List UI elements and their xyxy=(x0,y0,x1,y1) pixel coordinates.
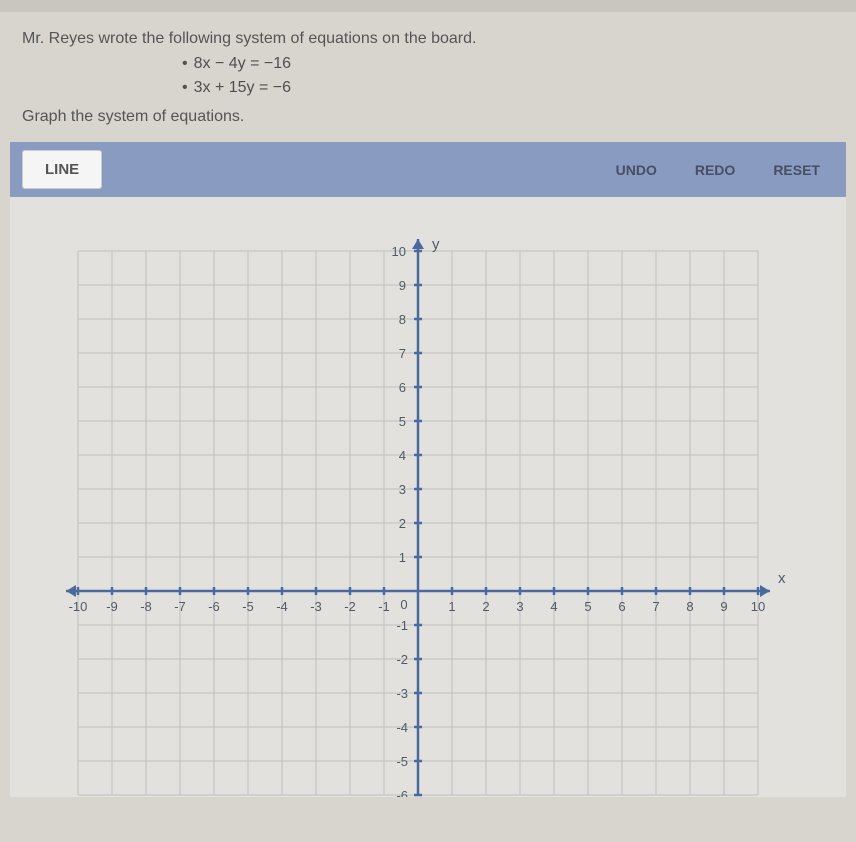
svg-text:3: 3 xyxy=(399,482,406,497)
redo-button[interactable]: REDO xyxy=(681,156,749,184)
svg-text:-4: -4 xyxy=(276,599,288,614)
svg-text:-7: -7 xyxy=(174,599,186,614)
svg-text:-4: -4 xyxy=(396,720,408,735)
svg-text:10: 10 xyxy=(392,244,406,259)
svg-text:x: x xyxy=(778,570,786,587)
question-prompt: Mr. Reyes wrote the following system of … xyxy=(22,30,834,48)
undo-button[interactable]: UNDO xyxy=(602,156,671,184)
svg-text:5: 5 xyxy=(399,414,406,429)
svg-text:-1: -1 xyxy=(396,618,408,633)
svg-text:0: 0 xyxy=(400,597,407,612)
svg-text:-6: -6 xyxy=(396,788,408,797)
svg-text:1: 1 xyxy=(399,550,406,565)
svg-text:3: 3 xyxy=(516,599,523,614)
coordinate-grid[interactable]: -10-9-8-7-6-5-4-3-2-10123456789101234567… xyxy=(38,227,818,797)
svg-text:-5: -5 xyxy=(396,754,408,769)
equation-list: •8x − 4y = −16 •3x + 15y = −6 xyxy=(182,52,834,100)
svg-text:9: 9 xyxy=(399,278,406,293)
equation-1: •8x − 4y = −16 xyxy=(182,52,834,76)
svg-text:8: 8 xyxy=(686,599,693,614)
svg-text:4: 4 xyxy=(399,448,406,463)
graph-panel: LINE UNDO REDO RESET -10-9-8-7-6-5-4-3-2… xyxy=(10,142,846,797)
instruction-text: Graph the system of equations. xyxy=(22,108,834,126)
svg-text:2: 2 xyxy=(399,516,406,531)
svg-text:10: 10 xyxy=(751,599,765,614)
svg-text:y: y xyxy=(432,236,440,253)
svg-text:-8: -8 xyxy=(140,599,152,614)
svg-text:-3: -3 xyxy=(310,599,322,614)
equation-2: •3x + 15y = −6 xyxy=(182,76,834,100)
svg-text:6: 6 xyxy=(618,599,625,614)
svg-text:-10: -10 xyxy=(69,599,88,614)
svg-text:-6: -6 xyxy=(208,599,220,614)
graph-canvas[interactable]: -10-9-8-7-6-5-4-3-2-10123456789101234567… xyxy=(10,197,846,797)
top-divider xyxy=(0,0,856,12)
svg-text:-3: -3 xyxy=(396,686,408,701)
svg-text:-1: -1 xyxy=(378,599,390,614)
svg-text:5: 5 xyxy=(584,599,591,614)
line-tool-button[interactable]: LINE xyxy=(22,150,102,189)
svg-text:-2: -2 xyxy=(344,599,356,614)
svg-text:6: 6 xyxy=(399,380,406,395)
svg-text:-9: -9 xyxy=(106,599,118,614)
reset-button[interactable]: RESET xyxy=(759,156,834,184)
svg-text:9: 9 xyxy=(720,599,727,614)
svg-text:8: 8 xyxy=(399,312,406,327)
svg-text:-5: -5 xyxy=(242,599,254,614)
svg-text:1: 1 xyxy=(448,599,455,614)
question-area: Mr. Reyes wrote the following system of … xyxy=(0,12,856,136)
svg-text:-2: -2 xyxy=(396,652,408,667)
svg-text:7: 7 xyxy=(399,346,406,361)
svg-text:4: 4 xyxy=(550,599,557,614)
graph-toolbar: LINE UNDO REDO RESET xyxy=(10,142,846,197)
svg-text:2: 2 xyxy=(482,599,489,614)
svg-text:7: 7 xyxy=(652,599,659,614)
